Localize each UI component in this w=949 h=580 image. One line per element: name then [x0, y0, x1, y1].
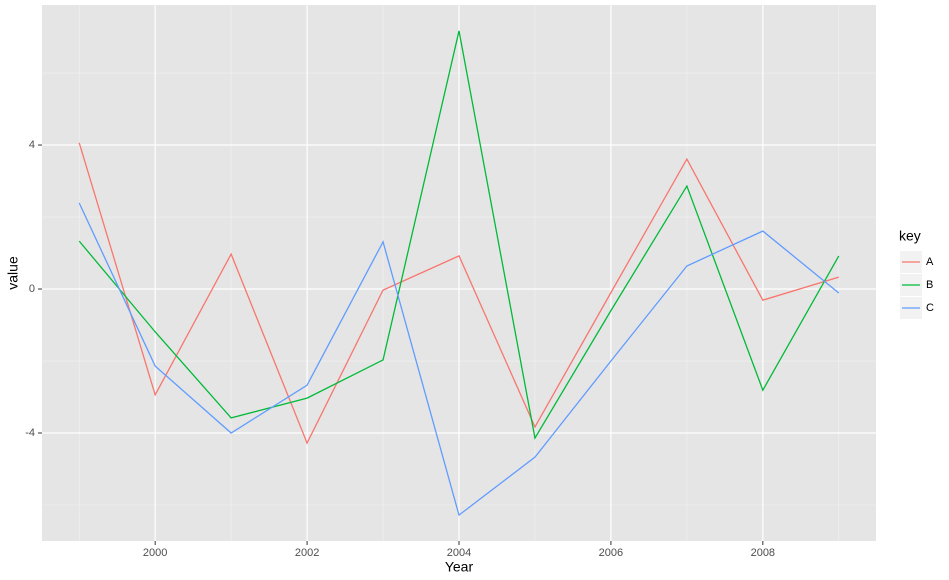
legend-title: key [899, 228, 921, 244]
legend-label: B [926, 279, 933, 291]
x-tick-label: 2004 [447, 547, 471, 559]
series-line [78, 142, 839, 445]
y-tick-label: 0 [29, 283, 35, 295]
x-tick-label: 2008 [751, 547, 775, 559]
x-tick-label: 2002 [295, 547, 319, 559]
y-tick-label: -4 [25, 427, 35, 439]
x-tick-label: 2000 [143, 547, 167, 559]
legend-label: A [926, 256, 934, 268]
x-axis-title: Year [445, 559, 474, 575]
y-tick-label: 4 [29, 139, 35, 151]
series-line [78, 202, 840, 517]
x-tick-label: 2006 [599, 547, 623, 559]
legend-label: C [926, 302, 934, 314]
lines [78, 30, 840, 517]
y-axis-title: value [5, 256, 21, 290]
